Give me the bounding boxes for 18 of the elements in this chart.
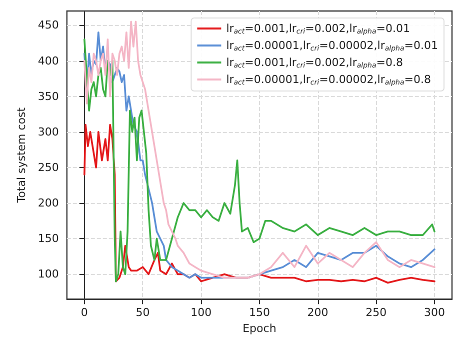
y-tick-label: 350: [38, 90, 59, 103]
x-tick-label: 0: [80, 306, 88, 320]
x-tick-label: 300: [424, 306, 445, 320]
y-tick-label: 400: [38, 54, 59, 68]
x-tick-label: 50: [136, 306, 150, 320]
y-tick-label: 150: [38, 232, 59, 246]
x-tick-label: 100: [190, 306, 212, 320]
x-tick-label: 150: [248, 306, 270, 320]
y-tick-label: 100: [38, 268, 59, 281]
x-tick-label: 250: [366, 306, 387, 320]
y-tick-label: 250: [38, 161, 59, 174]
line-series: [84, 124, 436, 284]
x-axis-title: Epoch: [242, 322, 276, 335]
y-axis-title: Total system cost: [15, 106, 28, 204]
y-tick-label: 300: [38, 125, 59, 138]
x-tick-label: 200: [307, 306, 328, 320]
y-tick-label: 200: [38, 196, 59, 210]
y-tick-label: 450: [38, 18, 59, 32]
